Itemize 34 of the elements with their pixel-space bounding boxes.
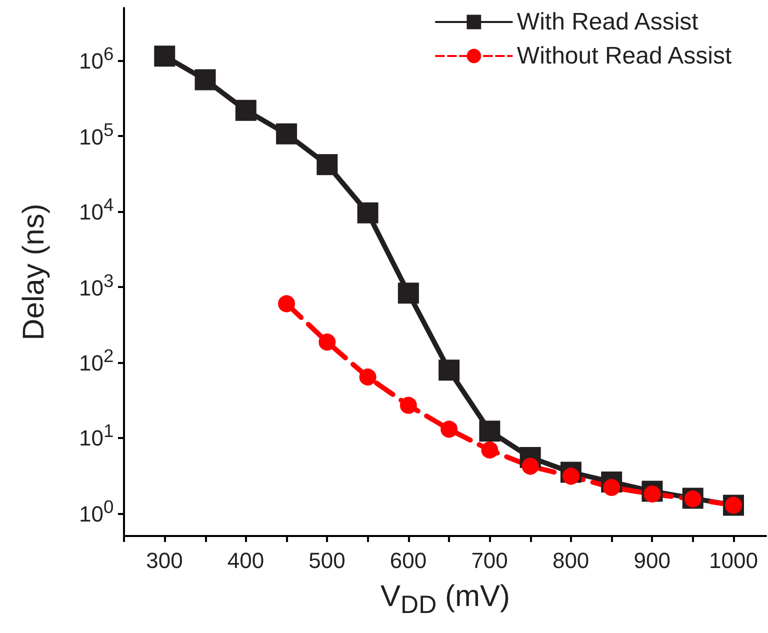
point	[438, 360, 460, 381]
x-tick-label: 900	[634, 548, 670, 573]
y-tick-label: 10$^{4}$	[79, 194, 114, 224]
x-tick-label: 500	[308, 548, 346, 573]
point	[154, 46, 176, 67]
point	[359, 368, 376, 386]
point	[440, 420, 458, 438]
y-tick-label: 10$^{2}$	[79, 344, 114, 376]
point	[398, 282, 419, 304]
x-tick-label: 1000	[708, 548, 758, 573]
y-axis-title: Delay (ns)	[18, 204, 50, 340]
y-tick-label: 10$^{0}$	[79, 496, 114, 526]
point	[400, 396, 417, 414]
point	[481, 442, 498, 459]
y-tick-label: 10$^{3}$	[79, 270, 114, 300]
x-tick-label: 700	[471, 548, 508, 573]
point	[194, 69, 216, 90]
legend-label: With Read Assist	[516, 8, 699, 36]
point	[278, 295, 296, 312]
point	[318, 334, 336, 351]
x-tick-label: 600	[390, 548, 427, 573]
y-tick-label: 10$^{6}$	[79, 43, 114, 74]
point	[235, 100, 256, 121]
x-tick-label: 400	[227, 548, 264, 573]
legend-label: Without Read Assist	[516, 42, 732, 70]
point	[276, 123, 298, 144]
x-axis-title: V$_{DD}$ (mV)	[380, 580, 510, 619]
y-tick-label: 10$^{5}$	[79, 118, 114, 149]
y-tick-label: 10$^{1}$	[79, 420, 114, 451]
point	[357, 202, 378, 224]
point	[479, 420, 500, 442]
x-tick-label: 300	[146, 548, 183, 573]
point	[316, 154, 338, 176]
x-tick-label: 800	[552, 548, 590, 573]
